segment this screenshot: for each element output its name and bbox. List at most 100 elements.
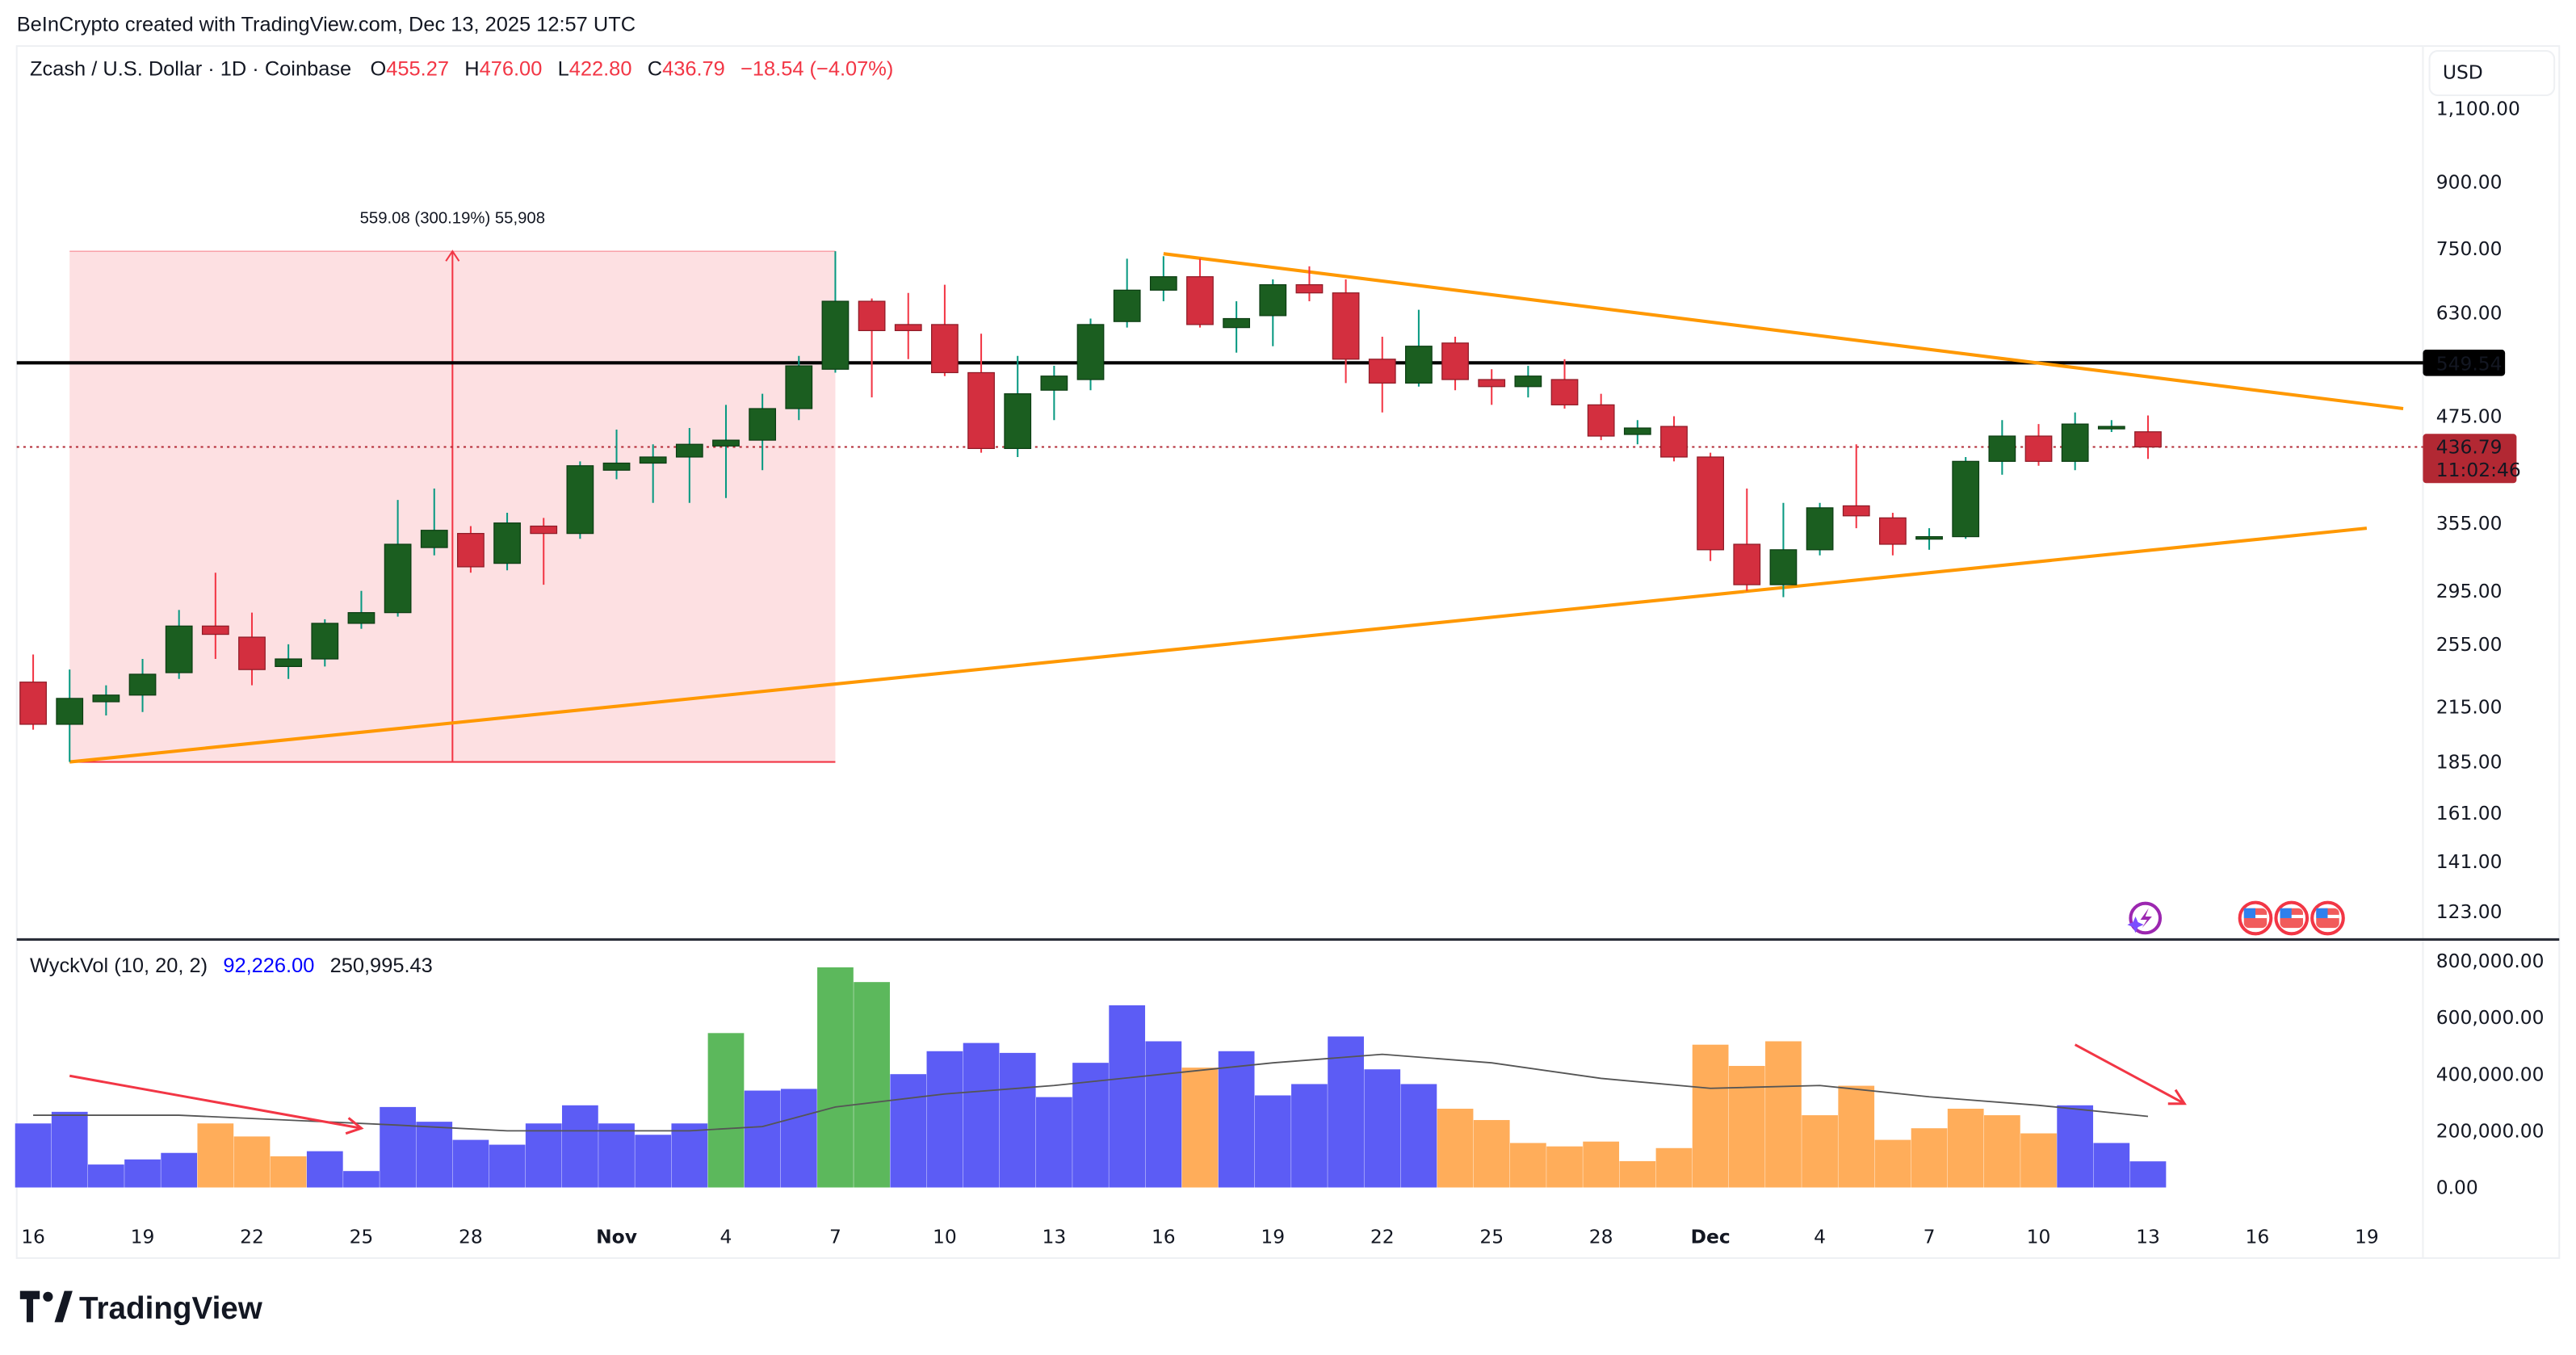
bullish-candle <box>1259 279 1287 346</box>
volume-bar <box>963 1042 1000 1188</box>
currency-button[interactable]: USD <box>2428 50 2556 96</box>
branding-text: TradingView <box>79 1291 263 1326</box>
bearish-candle <box>2134 415 2162 459</box>
bearish-candle <box>1697 452 1725 561</box>
us-flag-event-icon[interactable] <box>2310 900 2345 936</box>
candle-body <box>238 636 266 670</box>
measure-label: 559.08 (300.19%) 55,908 <box>360 210 545 228</box>
candle-body <box>1113 289 1141 322</box>
candle-body <box>1076 324 1105 380</box>
flag-canton <box>2280 908 2292 918</box>
flag-canton <box>2243 908 2255 918</box>
time-tick-label: 7 <box>829 1226 841 1248</box>
bullish-candle <box>821 251 850 373</box>
us-flag-event-icon[interactable] <box>2274 900 2310 936</box>
time-axis[interactable]: 16 19 22 25 28 Nov 4 7 10 13 16 19 22 25 28 Dec 4 7 10 13 16… <box>21 1226 2379 1248</box>
volume-moving-average <box>33 1053 2149 1132</box>
time-tick-label: 4 <box>720 1226 732 1248</box>
price-tick-label: 295.00 <box>2436 580 2503 602</box>
chart-legend: Zcash / U.S. Dollar · 1D · Coinbase O455… <box>30 58 893 81</box>
bearish-candle <box>1587 393 1615 441</box>
candle-body <box>530 525 558 535</box>
level-label-box <box>2423 350 2506 376</box>
volume-bar <box>1802 1115 1838 1188</box>
candle-body <box>1733 543 1761 585</box>
price-tick-label: 255.00 <box>2436 633 2503 656</box>
indicator-value: 92,226.00 <box>223 954 314 977</box>
price-axis[interactable]: 1,100.00 900.00 750.00 630.00 475.00 355.00 29… <box>2436 97 2520 923</box>
volume-bar <box>88 1164 124 1188</box>
candle-body <box>712 439 740 447</box>
bullish-candle <box>1004 355 1032 457</box>
volume-bar <box>489 1144 526 1188</box>
volume-bar <box>1947 1109 1984 1188</box>
volume-bar <box>1473 1120 1510 1188</box>
volume-arrows[interactable] <box>69 1043 2187 1135</box>
candle-body <box>821 300 850 370</box>
flag-stripe <box>2280 914 2303 918</box>
volume-tick-label: 200,000.00 <box>2436 1120 2545 1143</box>
arrow-head <box>345 1117 364 1135</box>
time-tick-label: 28 <box>1589 1226 1613 1248</box>
lightning-event-icon[interactable] <box>2127 901 2163 935</box>
bullish-candle <box>1623 420 1651 445</box>
volume-bar <box>854 982 890 1188</box>
volume-bar <box>1911 1128 1948 1188</box>
bullish-candle <box>2097 420 2125 432</box>
volume-bar <box>343 1171 380 1188</box>
candle-body <box>1405 346 1433 384</box>
bullish-candle <box>128 659 157 712</box>
price-tick-label: 475.00 <box>2436 405 2503 428</box>
candle-body <box>1441 342 1469 380</box>
volume-bar <box>1583 1141 1620 1188</box>
price-range-measure[interactable]: 559.08 (300.19%) 55,908 <box>69 210 836 763</box>
currency-label: USD <box>2443 61 2483 84</box>
candle-body <box>1368 359 1396 384</box>
us-flag-event-icon[interactable] <box>2238 900 2273 936</box>
tradingview-logo[interactable]: TradingView <box>19 1290 263 1327</box>
arrow-head <box>2167 1089 2187 1105</box>
time-tick-label: 19 <box>2355 1226 2379 1248</box>
price-tick-label: 355.00 <box>2436 512 2503 535</box>
indicator-legend[interactable]: WyckVol (10, 20, 2) 92,226.00 250,995.43 <box>30 954 433 977</box>
bearish-candle <box>1733 488 1761 591</box>
candle-body <box>785 365 813 409</box>
bearish-candle <box>967 334 995 453</box>
bullish-candle <box>1223 301 1251 353</box>
candle-body <box>566 465 594 535</box>
volume-bar <box>744 1090 781 1188</box>
candle-body <box>1223 317 1251 329</box>
volume-bar <box>1291 1084 1328 1188</box>
level-label-text: 549.54 <box>2436 352 2503 375</box>
currency-button-frame[interactable] <box>2428 50 2556 96</box>
bearish-candle <box>894 292 922 359</box>
volume-bar <box>780 1089 817 1188</box>
bullish-candle <box>566 461 594 539</box>
symbol-title[interactable]: Zcash / U.S. Dollar · 1D · Coinbase <box>30 58 351 81</box>
volume-bar <box>161 1152 198 1188</box>
trendlines[interactable] <box>69 252 2404 764</box>
indicator-name[interactable]: WyckVol (10, 20, 2) <box>30 954 208 977</box>
volume-bar <box>598 1123 635 1188</box>
candle-body <box>1915 535 1943 540</box>
bullish-candle <box>347 590 375 629</box>
volume-tick-label: 400,000.00 <box>2436 1063 2545 1085</box>
time-tick-label: 7 <box>1924 1226 1936 1248</box>
volume-bar <box>1364 1069 1401 1188</box>
volume-axis[interactable]: 800,000.00 600,000.00 400,000.00 200,000.00… <box>2436 950 2545 1199</box>
bearish-candle <box>1295 266 1324 302</box>
volume-bar <box>1983 1115 2020 1188</box>
level-price-label: 549.54 <box>2423 350 2506 376</box>
time-tick-label: 19 <box>1261 1226 1285 1248</box>
time-tick-label: 25 <box>350 1226 374 1248</box>
economic-events[interactable] <box>2238 900 2345 936</box>
candle-body <box>894 324 922 332</box>
time-tick-label: Dec <box>1691 1226 1731 1248</box>
price-tick-label: 900.00 <box>2436 170 2503 193</box>
volume-tick-label: 800,000.00 <box>2436 950 2545 972</box>
trend-arrow <box>69 1074 362 1130</box>
bar-countdown: 11:02:46 <box>2436 459 2521 481</box>
bullish-candle <box>1149 256 1177 302</box>
bullish-candle <box>1806 502 1834 556</box>
